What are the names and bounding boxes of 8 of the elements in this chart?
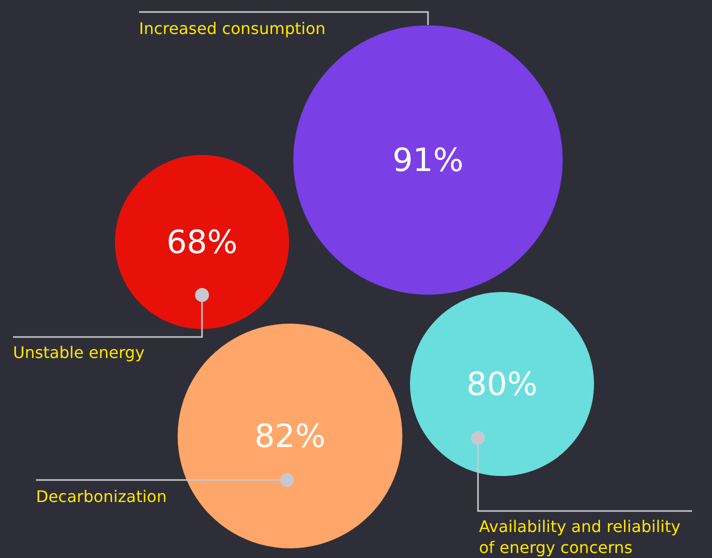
data-label: 91%	[392, 141, 464, 179]
data-label: 68%	[166, 223, 238, 261]
category-label: Increased consumption	[139, 19, 326, 38]
category-label: Decarbonization	[36, 487, 167, 506]
data-label: 82%	[254, 417, 326, 455]
category-label: Availability and reliability of energy concerns	[479, 517, 680, 557]
category-label: Unstable energy	[13, 343, 145, 362]
data-label: 80%	[466, 365, 538, 403]
